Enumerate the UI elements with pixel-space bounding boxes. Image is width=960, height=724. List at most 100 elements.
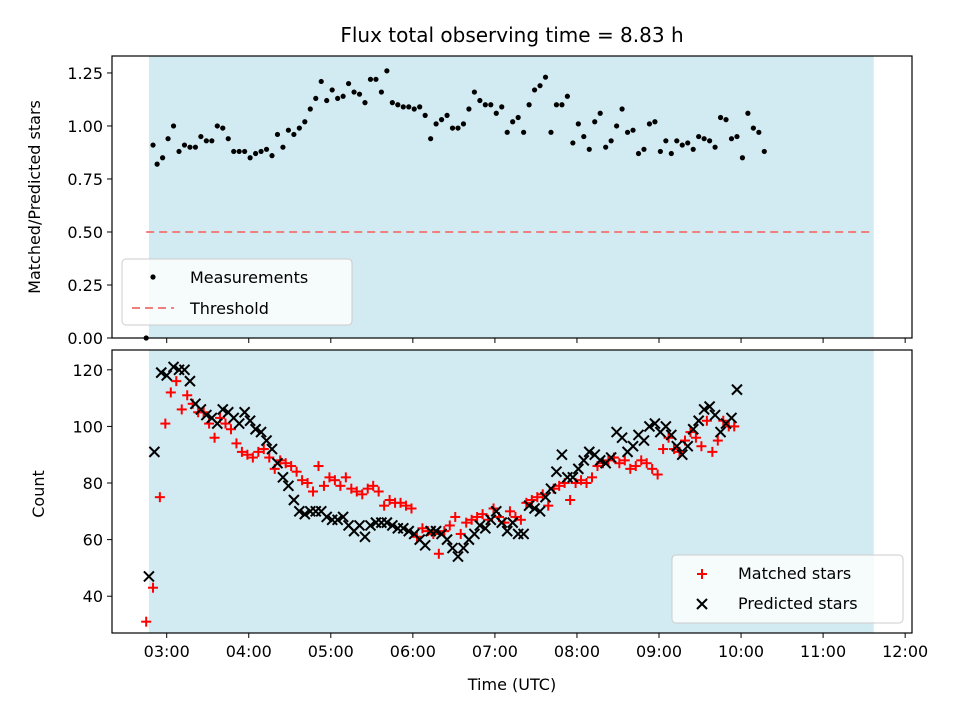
matched-star-point (373, 486, 384, 497)
top-y-axis-label: Matched/Predicted stars (25, 100, 44, 294)
matched-star-point (357, 489, 368, 500)
matched-star-point (379, 500, 390, 511)
measurement-point (663, 138, 669, 144)
bottom-y-axis-label: Count (29, 470, 48, 518)
matched-star-point (368, 480, 379, 491)
matched-star-point (148, 582, 159, 593)
predicted-star-point (359, 531, 371, 543)
matched-star-point (247, 452, 258, 463)
matched-star-point (450, 511, 461, 522)
matched-star-point (466, 514, 477, 525)
measurement-point (302, 119, 308, 125)
measurement-point (488, 102, 494, 108)
y-tick-label: 80 (83, 474, 103, 493)
predicted-star-point (266, 443, 278, 455)
measurement-point (564, 93, 570, 99)
measurement-point (739, 155, 746, 161)
predicted-star-point (616, 432, 628, 444)
predicted-star-point (698, 403, 710, 416)
matched-star-point (231, 438, 242, 449)
measurement-point (176, 148, 182, 155)
predicted-star-point (534, 505, 546, 518)
measurement-point (515, 114, 521, 121)
measurement-point (225, 136, 231, 142)
predicted-star-point (550, 465, 563, 478)
measurement-point (756, 129, 762, 135)
legend-threshold-label: Threshold (189, 299, 269, 318)
measurement-point (745, 110, 751, 116)
predicted-star-point (665, 429, 678, 441)
matched-star-point (630, 461, 641, 472)
matched-star-point (477, 509, 488, 520)
measurement-point (624, 129, 631, 135)
measurement-point (236, 148, 242, 155)
matched-star-point (455, 528, 466, 539)
matched-star-point (565, 494, 576, 505)
x-tick-label: 11:00 (800, 642, 846, 661)
predicted-star-point (506, 516, 519, 529)
measurement-point (181, 142, 188, 148)
predicted-star-point (353, 519, 366, 532)
measurement-point (548, 129, 554, 135)
predicted-star-point (572, 463, 585, 475)
measurement-point (373, 76, 379, 82)
measurement-point (723, 117, 729, 123)
matched-star-point (461, 517, 472, 528)
predicted-star-point (364, 519, 377, 532)
measurement-point (559, 102, 565, 108)
measurement-point (231, 148, 237, 155)
measurement-point (400, 104, 406, 110)
x-axis-label: Time (UTC) (467, 675, 556, 694)
measurement-point (717, 114, 724, 121)
measurement-point (356, 91, 363, 97)
y-tick-label: 0.25 (67, 276, 103, 295)
matched-star-point (297, 475, 308, 486)
measurement-point (203, 138, 209, 144)
measurement-point (734, 133, 740, 140)
x-tick-label: 04:00 (226, 642, 272, 661)
legend-measurements-marker (150, 274, 156, 280)
predicted-star-point (452, 550, 464, 563)
matched-star-point (543, 500, 554, 511)
measurement-point (460, 121, 467, 127)
matched-star-point (160, 418, 171, 429)
predicted-star-point (676, 449, 688, 461)
predicted-star-point (649, 417, 661, 430)
measurement-point (296, 125, 302, 131)
measurement-point (455, 125, 461, 131)
x-tick-label: 03:00 (144, 642, 190, 661)
predicted-star-point (167, 361, 180, 373)
predicted-star-point (485, 514, 497, 526)
matched-star-point (433, 548, 444, 559)
matched-star-point (504, 506, 515, 517)
matched-star-point (242, 449, 253, 460)
predicted-star-point (583, 446, 595, 458)
measurement-point (198, 133, 204, 140)
measurement-point (187, 144, 193, 150)
predicted-star-point (331, 514, 344, 526)
measurement-point (209, 138, 215, 144)
matched-star-point (264, 452, 275, 463)
predicted-star-point (457, 542, 470, 554)
y-tick-label: 120 (72, 361, 103, 380)
matched-star-point (291, 466, 302, 477)
predicted-star-point (682, 440, 694, 452)
predicted-star-point (282, 480, 295, 492)
bottom-legend: Matched stars Predicted stars (671, 554, 904, 624)
measurement-point (553, 102, 560, 108)
measurement-point (192, 144, 199, 150)
measurement-point (575, 121, 581, 127)
matched-star-point (302, 478, 313, 489)
measurement-point (280, 144, 286, 150)
predicted-star-point (184, 375, 196, 387)
measurement-point (406, 104, 412, 110)
top-panel: 0.00 0.25 0.50 0.75 1.00 1.25 Measurements Thre… (67, 55, 913, 348)
predicted-star-point (299, 508, 311, 520)
bottom-panel: 03:00 04:00 05:00 06:00 07:00 08:00 09:00 10:00… (72, 349, 928, 661)
predicted-star-point (528, 502, 541, 515)
measurement-point (619, 106, 625, 112)
measurement-point (674, 138, 680, 144)
predicted-star-point (703, 400, 716, 413)
x-tick-label: 07:00 (472, 642, 518, 661)
